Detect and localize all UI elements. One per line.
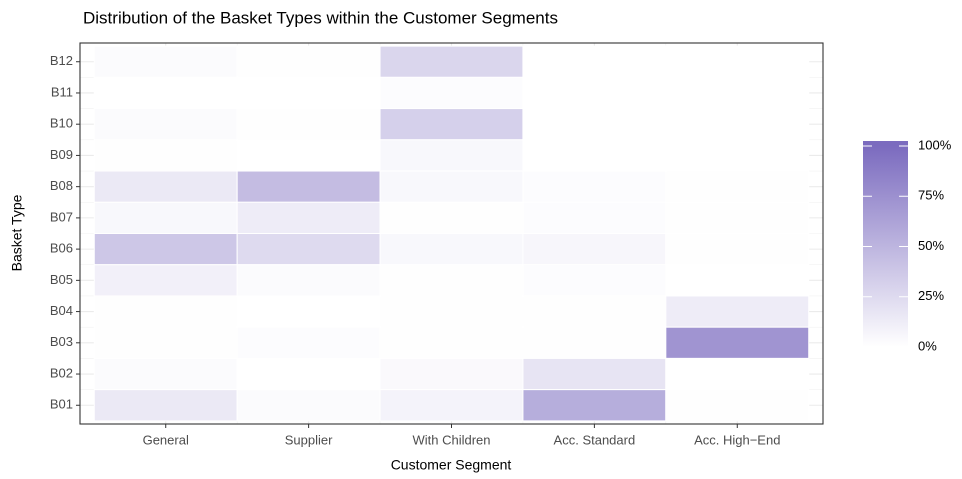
heat-cell xyxy=(665,357,810,391)
heat-cell xyxy=(93,264,238,297)
colorbar-label: 0% xyxy=(918,338,937,353)
y-tick-label: B01 xyxy=(50,397,73,412)
y-tick-label: B04 xyxy=(50,303,73,318)
colorbar-label: 25% xyxy=(918,288,944,303)
x-tick-label: General xyxy=(143,432,189,447)
y-tick-label: B07 xyxy=(50,209,73,224)
heat-cell xyxy=(379,76,524,110)
heat-cell xyxy=(379,139,524,172)
heat-cell xyxy=(236,326,381,359)
heat-cell xyxy=(379,357,524,391)
heat-cell xyxy=(522,139,667,172)
heat-cell xyxy=(665,201,810,234)
heat-cell xyxy=(665,264,810,297)
heat-cell xyxy=(93,45,238,78)
heat-cell xyxy=(665,76,810,110)
heat-cell xyxy=(93,295,238,328)
x-axis-title: Customer Segment xyxy=(391,457,512,473)
heat-cell xyxy=(522,326,667,359)
heat-cell xyxy=(379,295,524,328)
heat-cell xyxy=(236,201,381,234)
heat-cell xyxy=(93,170,238,203)
heat-cell xyxy=(379,326,524,359)
colorbar-label: 50% xyxy=(918,238,944,253)
heat-cell xyxy=(665,108,810,141)
heat-cell xyxy=(236,170,381,203)
heat-cell xyxy=(93,326,238,359)
heat-cell xyxy=(665,326,810,359)
heat-cell xyxy=(236,357,381,391)
heat-cell xyxy=(522,233,667,266)
heat-cell xyxy=(665,389,810,422)
heat-cell xyxy=(93,357,238,391)
heat-cell xyxy=(665,45,810,78)
heat-cell xyxy=(522,76,667,110)
heat-cell xyxy=(236,139,381,172)
heat-cell xyxy=(522,170,667,203)
x-tick-label: Supplier xyxy=(285,432,333,447)
heat-cell xyxy=(379,108,524,141)
x-tick-label: Acc. High−End xyxy=(694,432,780,447)
heat-cell xyxy=(522,357,667,391)
heat-cell xyxy=(379,233,524,266)
heat-cell xyxy=(522,108,667,141)
heat-cell xyxy=(665,139,810,172)
heat-cell xyxy=(379,264,524,297)
y-tick-label: B02 xyxy=(50,365,73,380)
heat-cell xyxy=(93,201,238,234)
heat-cell xyxy=(665,233,810,266)
y-tick-label: B12 xyxy=(50,53,73,68)
y-tick-label: B11 xyxy=(51,84,73,99)
heat-cell xyxy=(236,295,381,328)
y-tick-label: B09 xyxy=(50,147,73,162)
colorbar-label: 75% xyxy=(918,188,944,203)
heat-cell xyxy=(93,389,238,422)
heat-cell xyxy=(379,170,524,203)
y-tick-label: B08 xyxy=(50,178,73,193)
heat-cell xyxy=(236,108,381,141)
y-tick-label: B06 xyxy=(50,241,73,256)
y-tick-label: B05 xyxy=(50,272,73,287)
heat-cell xyxy=(93,108,238,141)
chart-title: Distribution of the Basket Types within … xyxy=(83,8,558,27)
heat-cell xyxy=(93,233,238,266)
heat-cell xyxy=(236,76,381,110)
heat-cell xyxy=(236,233,381,266)
y-axis-title: Basket Type xyxy=(9,194,25,271)
y-tick-label: B10 xyxy=(50,116,73,131)
x-tick-label: Acc. Standard xyxy=(554,432,636,447)
heat-cell xyxy=(379,45,524,78)
heat-cell xyxy=(93,139,238,172)
heat-cell xyxy=(522,201,667,234)
colorbar-label: 100% xyxy=(918,137,952,152)
x-tick-label: With Children xyxy=(412,432,490,447)
heat-cell xyxy=(522,264,667,297)
heat-cell xyxy=(236,264,381,297)
heat-cell xyxy=(522,295,667,328)
heat-cell xyxy=(522,389,667,422)
heat-cell xyxy=(379,201,524,234)
y-tick-label: B03 xyxy=(50,334,73,349)
heat-cell xyxy=(665,170,810,203)
heat-cell xyxy=(522,45,667,78)
heat-cell xyxy=(236,389,381,422)
heat-cell xyxy=(379,389,524,422)
heat-cell xyxy=(236,45,381,78)
heat-cell xyxy=(93,76,238,110)
heat-cell xyxy=(665,295,810,328)
